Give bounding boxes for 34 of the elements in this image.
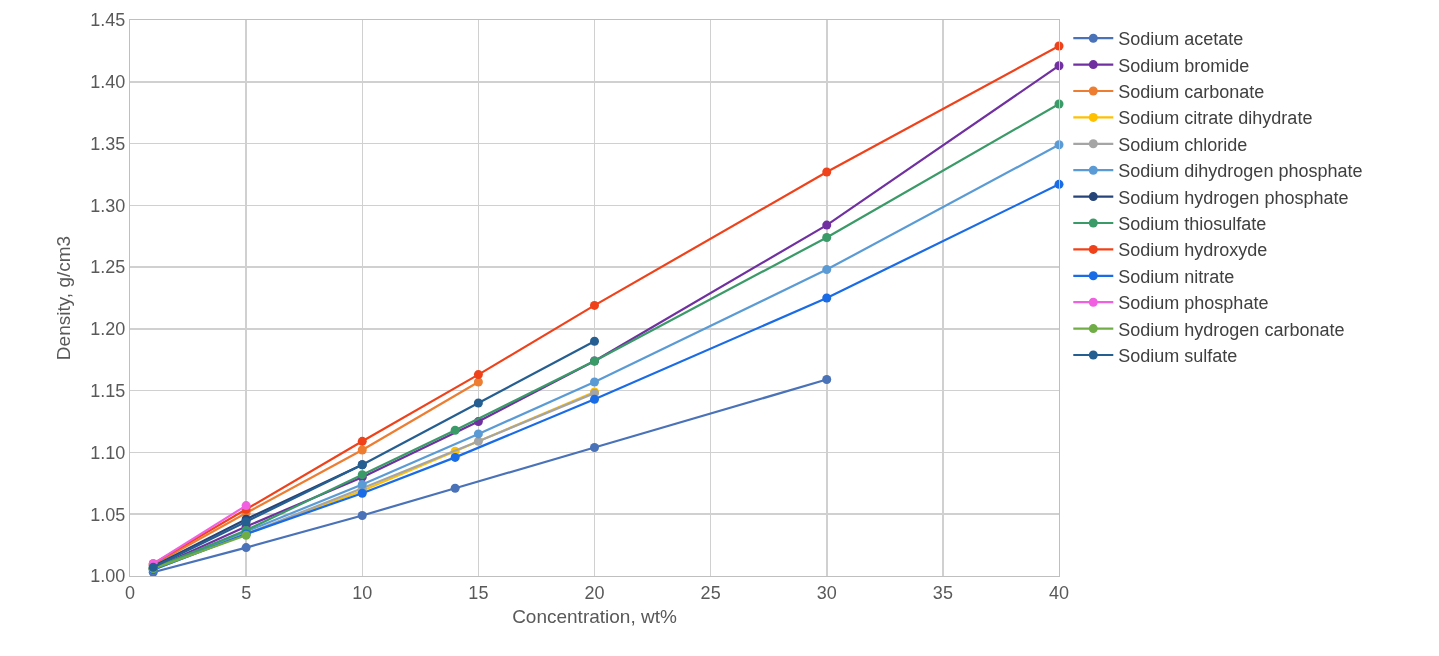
legend-label: Sodium bromide xyxy=(1118,55,1250,76)
legend-label: Sodium carbonate xyxy=(1118,82,1265,103)
x-tick-label: 25 xyxy=(700,582,721,603)
y-tick-label: 1.15 xyxy=(90,380,126,401)
legend-label: Sodium nitrate xyxy=(1118,266,1235,287)
x-tick-label: 10 xyxy=(352,582,373,603)
y-tick-label: 1.30 xyxy=(90,195,126,216)
y-tick-label: 1.45 xyxy=(90,10,126,31)
legend-label: Sodium hydroxyde xyxy=(1118,240,1268,261)
legend-label: Sodium hydrogen carbonate xyxy=(1118,319,1345,340)
legend-label: Sodium thiosulfate xyxy=(1118,214,1267,235)
x-tick-label: 30 xyxy=(816,582,837,603)
y-axis-title: Density, g/cm3 xyxy=(53,235,75,361)
legend-label: Sodium hydrogen phosphate xyxy=(1118,187,1349,208)
x-tick-label: 5 xyxy=(241,582,252,603)
legend-label: Sodium phosphate xyxy=(1118,293,1269,314)
y-tick-label: 1.10 xyxy=(90,442,126,463)
legend-label: Sodium citrate dihydrate xyxy=(1118,108,1313,129)
x-axis-title: Concentration, wt% xyxy=(512,606,677,628)
legend-label: Sodium chloride xyxy=(1118,134,1248,155)
x-tick-label: 20 xyxy=(584,582,605,603)
y-tick-label: 1.20 xyxy=(90,319,126,340)
y-tick-label: 1.00 xyxy=(90,566,126,587)
y-tick-label: 1.05 xyxy=(90,504,126,525)
x-tick-label: 15 xyxy=(468,582,489,603)
legend-label: Sodium acetate xyxy=(1118,29,1244,50)
y-tick-label: 1.40 xyxy=(90,72,126,93)
y-tick-label: 1.35 xyxy=(90,133,126,154)
legend-label: Sodium dihydrogen phosphate xyxy=(1118,161,1363,182)
x-tick-label: 40 xyxy=(1048,582,1070,603)
y-tick-label: 1.25 xyxy=(90,257,126,278)
x-tick-label: 35 xyxy=(932,582,953,603)
x-tick-label: 0 xyxy=(124,582,136,603)
legend-label: Sodium sulfate xyxy=(1118,346,1238,367)
